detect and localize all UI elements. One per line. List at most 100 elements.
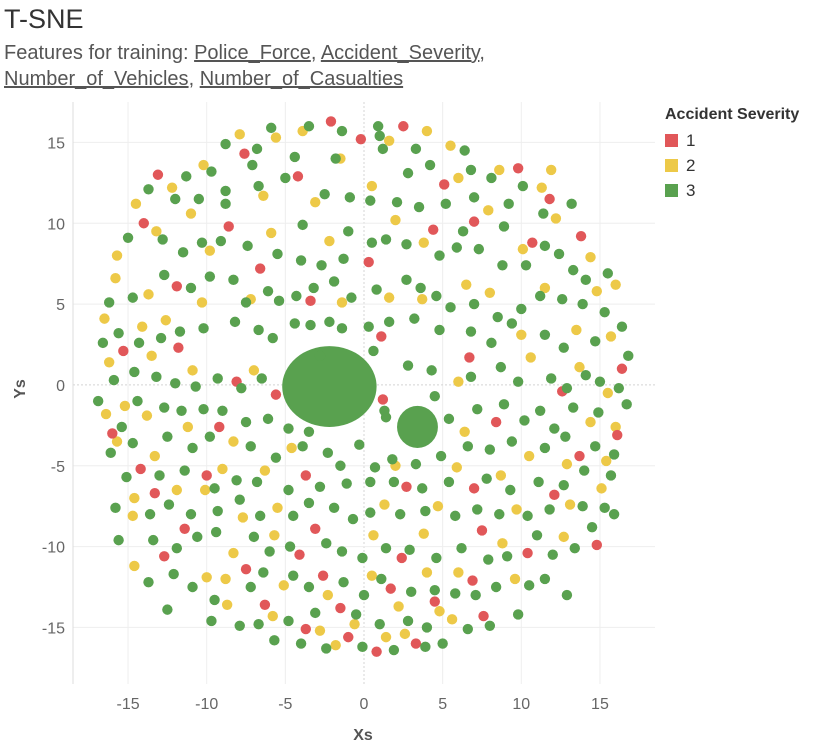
scatter-point-severity-3 (470, 589, 481, 601)
scatter-point-severity-3 (372, 121, 384, 132)
scatter-point-severity-3 (424, 159, 436, 171)
scatter-point-severity-3 (561, 589, 573, 601)
scatter-point-severity-1 (401, 481, 412, 492)
scatter-point-severity-2 (221, 599, 233, 610)
scatter-point-severity-3 (590, 336, 601, 347)
scatter-point-severity-3 (113, 327, 124, 339)
scatter-point-severity-2 (259, 465, 271, 476)
scatter-point-severity-3 (303, 426, 315, 437)
scatter-point-severity-3 (127, 292, 138, 303)
feature-link-accident-severity[interactable]: Accident_Severity (320, 42, 480, 64)
scatter-point-severity-2 (166, 182, 178, 193)
scatter-point-severity-1 (612, 429, 623, 441)
scatter-point-severity-2 (314, 625, 326, 636)
scatter-point-severity-3 (229, 316, 241, 328)
legend-item-1[interactable]: 1 (665, 128, 799, 153)
scatter-point-severity-2 (234, 129, 245, 140)
feature-link-number-of-casualties[interactable]: Number_of_Casualties (199, 68, 404, 90)
scatter-point-severity-3 (472, 504, 483, 515)
scatter-point-severity-3 (92, 395, 104, 407)
scatter-point-severity-3 (273, 295, 285, 307)
scatter-point-severity-3 (451, 242, 463, 253)
scatter-point-severity-3 (265, 122, 277, 134)
scatter-point-severity-3 (297, 219, 308, 231)
scatter-point-severity-3 (481, 473, 492, 484)
scatter-point-severity-3 (616, 321, 628, 332)
scatter-point-severity-3 (409, 313, 420, 324)
scatter-point-severity-1 (468, 483, 480, 494)
y-tick-label: -10 (42, 540, 65, 557)
scatter-point-severity-3 (539, 573, 551, 585)
scatter-point-severity-3 (209, 594, 220, 606)
scatter-point-severity-2 (220, 573, 231, 585)
scatter-point-severity-1 (439, 179, 450, 190)
scatter-point-severity-1 (239, 148, 250, 159)
scatter-point-severity-2 (324, 235, 335, 247)
scatter-point-severity-3 (254, 510, 266, 522)
scatter-point-severity-3 (586, 521, 598, 533)
scatter-point-severity-2 (602, 387, 614, 399)
scatter-point-severity-1 (467, 575, 478, 586)
scatter-point-severity-2 (461, 279, 472, 290)
scatter-point-severity-3 (310, 607, 321, 619)
scatter-point-severity-2 (199, 484, 211, 496)
scatter-point-severity-1 (355, 133, 367, 145)
dense-cluster (397, 405, 438, 448)
scatter-point-severity-1 (107, 428, 118, 439)
scatter-point-severity-3 (170, 193, 181, 205)
scatter-point-severity-3 (435, 450, 447, 462)
scatter-point-severity-2 (574, 361, 585, 373)
scatter-point-severity-3 (288, 570, 299, 581)
scatter-point-severity-2 (383, 292, 395, 303)
scatter-point-severity-3 (350, 609, 362, 620)
scatter-point-severity-2 (483, 205, 494, 216)
scatter-point-severity-3 (579, 465, 590, 476)
scatter-point-severity-2 (310, 197, 321, 208)
scatter-point-severity-3 (534, 405, 546, 416)
legend-item-2[interactable]: 2 (665, 153, 799, 178)
scatter-point-severity-3 (519, 415, 530, 426)
scatter-point-severity-1 (574, 450, 585, 462)
scatter-point-severity-3 (459, 145, 470, 156)
tick-labels: -15 -10 -5 0 5 10 15 -15 -10 -5 0 5 10 15 (42, 135, 609, 713)
scatter-point-severity-1 (371, 646, 382, 657)
scatter-point-severity-3 (379, 405, 390, 416)
scatter-point-severity-2 (269, 530, 280, 541)
scatter-point-severity-3 (483, 554, 494, 565)
feature-link-number-of-vehicles[interactable]: Number_of_Vehicles (4, 68, 189, 90)
scatter-point-severity-3 (206, 615, 217, 627)
scatter-point-severity-3 (113, 534, 124, 546)
scatter-point-severity-3 (577, 298, 588, 310)
scatter-point-severity-3 (539, 442, 551, 454)
subtitle-prefix: Features for training: (4, 42, 195, 64)
scatter-point-severity-2 (265, 227, 277, 239)
scatter-point-severity-1 (159, 551, 170, 562)
scatter-point-severity-3 (236, 382, 247, 394)
scatter-point-severity-3 (357, 552, 368, 564)
scatter-point-severity-3 (343, 226, 354, 237)
scatter-point-severity-3 (155, 332, 167, 344)
scatter-point-severity-3 (324, 316, 335, 328)
scatter-point-severity-1 (527, 237, 538, 248)
scatter-point-severity-3 (498, 399, 510, 410)
legend-item-3[interactable]: 3 (665, 178, 799, 203)
scatter-point-severity-3 (506, 436, 518, 447)
scatter-point-severity-2 (248, 365, 260, 376)
scatter-point-severity-3 (420, 505, 431, 517)
scatter-point-severity-1 (300, 623, 311, 635)
scatter-point-severity-2 (322, 589, 334, 601)
scatter-point-severity-3 (190, 381, 201, 392)
scatter-point-severity-3 (566, 198, 577, 210)
scatter-point-severity-1 (138, 218, 149, 229)
scatter-point-severity-3 (365, 507, 376, 518)
legend-swatch-2 (665, 159, 678, 172)
scatter-point-severity-1 (292, 171, 304, 182)
scatter-point-severity-3 (253, 618, 264, 630)
scatter-point-severity-1 (429, 596, 440, 607)
scatter-point-severity-3 (344, 192, 356, 203)
scatter-point-severity-3 (185, 509, 197, 520)
feature-link-police-force[interactable]: Police_Force (194, 42, 311, 64)
chart-title: T-SNE (4, 4, 84, 34)
scatter-point-severity-2 (366, 570, 378, 581)
